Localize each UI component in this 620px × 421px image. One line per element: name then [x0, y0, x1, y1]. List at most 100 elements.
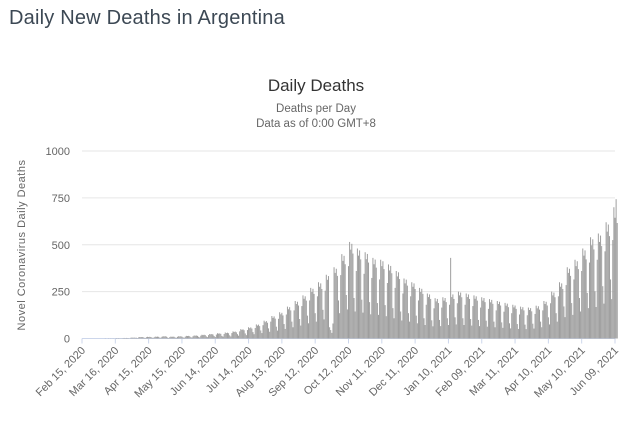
bar — [614, 217, 616, 339]
bar — [491, 299, 493, 339]
bar — [612, 240, 614, 339]
bar — [139, 337, 141, 339]
bar — [212, 334, 214, 339]
bar — [474, 298, 476, 339]
bar — [372, 257, 374, 339]
bar — [425, 304, 427, 339]
bar — [195, 335, 197, 339]
y-axis-tick-label: 0 — [64, 334, 70, 346]
bar — [164, 336, 166, 339]
bar — [232, 331, 234, 339]
bar — [593, 249, 595, 339]
bar — [189, 336, 191, 339]
y-axis-tick-labels: 0 250 500 750 1000 — [46, 146, 70, 346]
bar — [413, 283, 415, 339]
bar — [170, 336, 172, 339]
bar — [441, 307, 443, 339]
bar — [318, 282, 319, 339]
bar — [266, 322, 268, 339]
bar — [346, 309, 348, 339]
bar — [274, 318, 276, 339]
bar — [375, 267, 377, 339]
bar — [607, 224, 609, 339]
bar — [291, 321, 293, 339]
bar — [551, 291, 553, 339]
bar — [583, 255, 585, 339]
bar — [263, 320, 265, 339]
bar — [312, 288, 314, 339]
bar — [145, 337, 147, 339]
bar — [243, 330, 245, 339]
bar — [304, 296, 306, 339]
bar — [248, 327, 250, 339]
bar — [280, 314, 282, 339]
bars-series-daily-deaths — [104, 199, 618, 339]
bar — [230, 336, 232, 339]
bar — [415, 315, 417, 339]
bar — [141, 337, 143, 339]
bar — [177, 336, 178, 339]
bar — [489, 299, 491, 339]
bar — [231, 333, 233, 339]
bar — [419, 287, 421, 339]
bar — [615, 199, 617, 339]
bar — [359, 250, 361, 339]
bar — [546, 305, 548, 339]
bar — [616, 223, 618, 339]
bar — [333, 267, 335, 339]
bar — [286, 306, 288, 339]
bar — [550, 303, 552, 339]
bar — [560, 286, 562, 339]
bar — [501, 322, 503, 339]
bar — [476, 300, 478, 339]
bar — [150, 337, 152, 339]
bar — [133, 337, 135, 339]
bar — [592, 239, 594, 339]
bar — [401, 320, 403, 339]
bar — [260, 330, 262, 339]
bar — [244, 333, 246, 339]
bar — [517, 328, 519, 339]
bar — [604, 251, 606, 339]
bar — [192, 336, 194, 339]
bar — [294, 301, 296, 339]
bar — [149, 336, 151, 339]
bar — [507, 307, 509, 339]
bar — [134, 337, 136, 339]
bar — [409, 321, 411, 339]
bar — [440, 326, 442, 339]
bar — [447, 325, 449, 339]
x-axis — [81, 338, 616, 344]
bar — [371, 277, 373, 339]
bar — [328, 276, 329, 339]
bar — [199, 337, 201, 339]
bar — [254, 328, 256, 339]
bar — [493, 321, 495, 339]
bar — [427, 297, 429, 339]
bar — [521, 309, 523, 339]
bar — [370, 314, 372, 339]
bar — [165, 336, 167, 339]
bar — [315, 321, 317, 339]
bar — [597, 233, 599, 339]
bar — [453, 298, 455, 339]
bar — [261, 333, 263, 339]
bar — [490, 302, 492, 339]
bar — [125, 337, 127, 339]
bar — [567, 272, 569, 339]
bar — [556, 321, 558, 339]
bar — [584, 250, 586, 339]
bar — [376, 303, 378, 339]
bar — [209, 334, 211, 339]
bar — [269, 331, 271, 339]
bar — [123, 337, 125, 339]
bar — [256, 325, 258, 339]
bar — [480, 307, 482, 339]
bar — [510, 328, 512, 339]
bar — [200, 335, 202, 339]
bar — [483, 298, 485, 339]
bar — [541, 327, 543, 339]
bar — [436, 298, 438, 339]
bar — [352, 253, 354, 339]
bar — [296, 301, 298, 339]
